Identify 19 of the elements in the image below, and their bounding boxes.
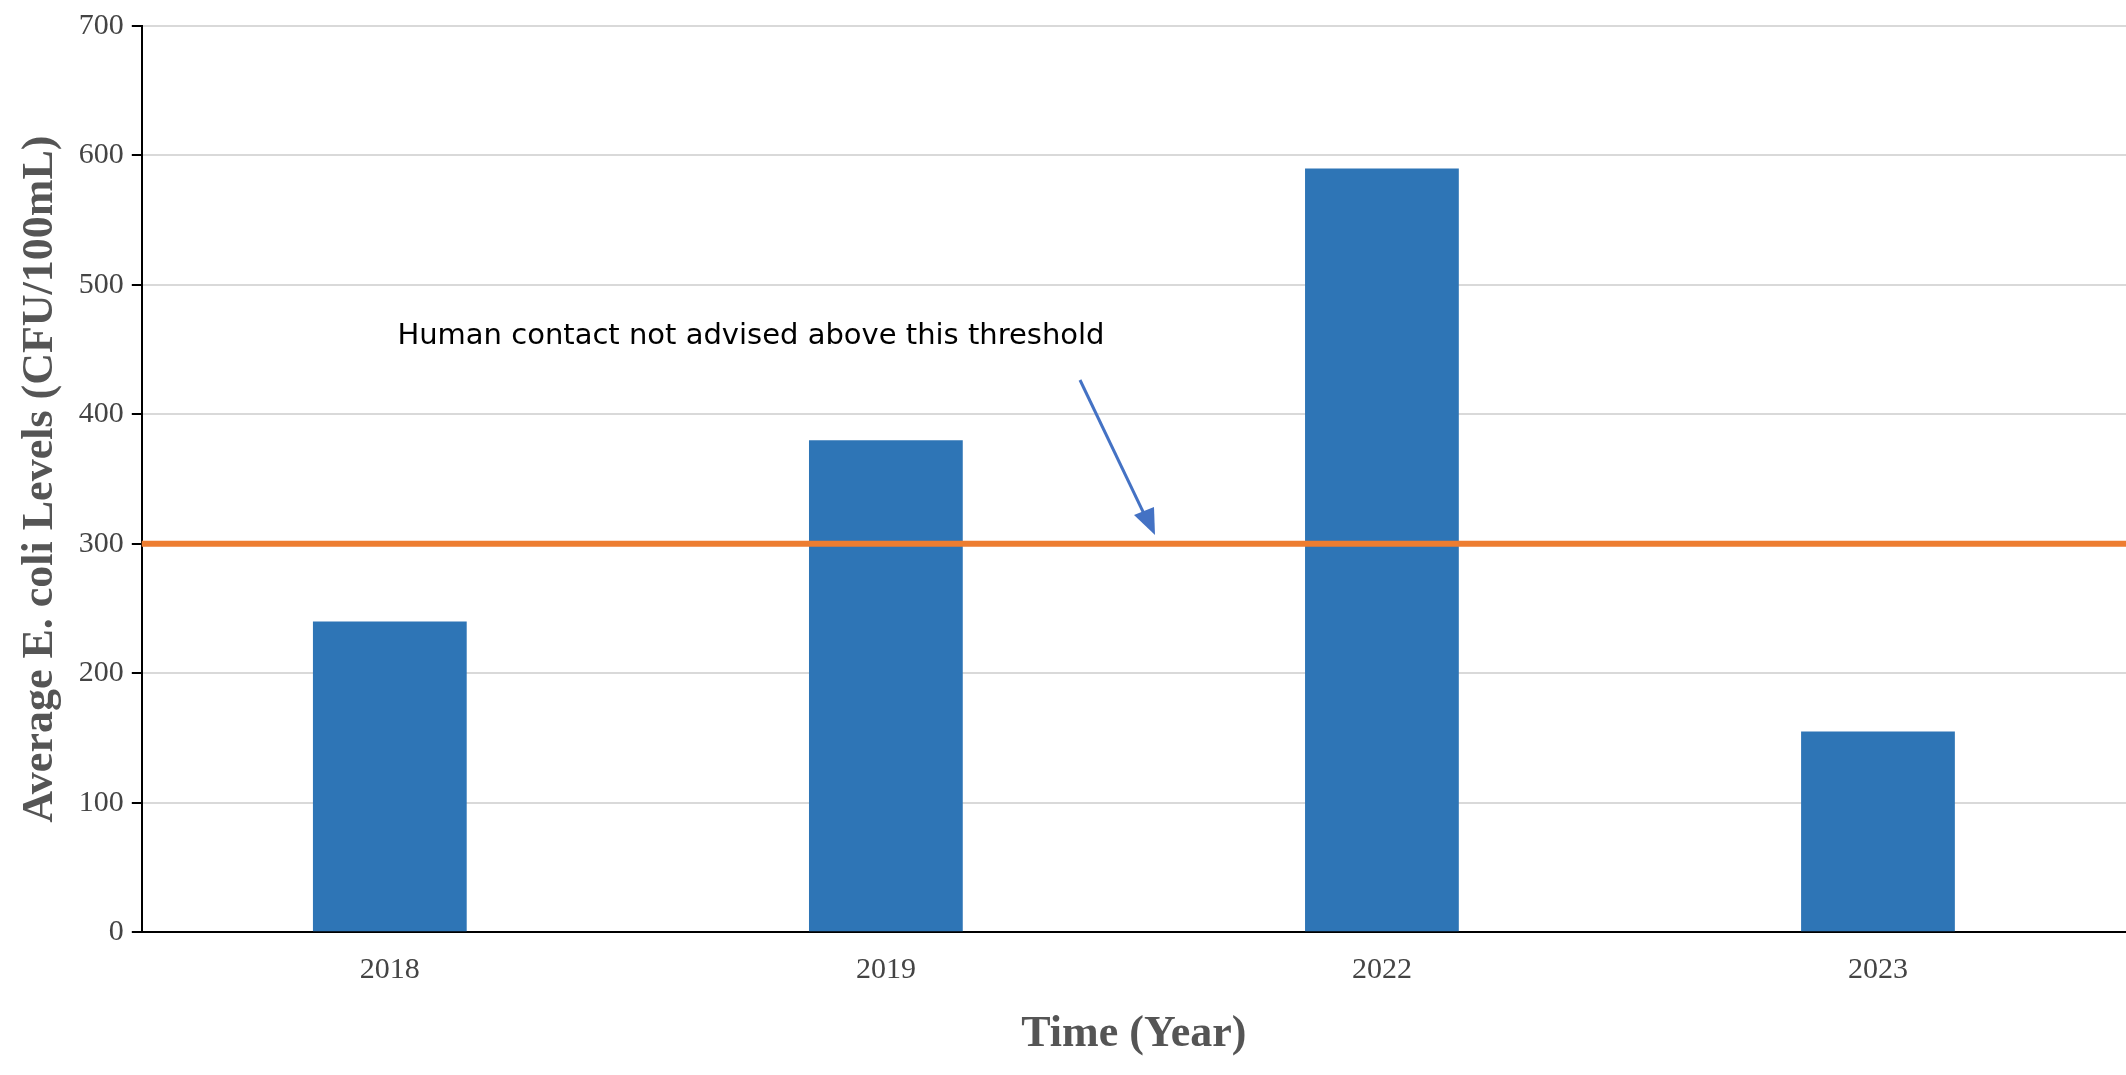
y-tick-label: 400 <box>78 395 124 429</box>
y-tick-label: 500 <box>78 265 124 299</box>
y-tick-label: 100 <box>78 783 124 817</box>
x-tick-label: 2023 <box>1847 951 1908 985</box>
x-axis-title: Time (Year) <box>1021 1006 1247 1056</box>
y-axis-title: Average E. coli Levels (CFU/100mL) <box>12 135 62 823</box>
y-tick-label: 300 <box>78 524 124 558</box>
bar <box>1305 168 1459 932</box>
y-tick-label: 200 <box>78 654 124 688</box>
bar <box>1801 731 1955 932</box>
bar <box>808 440 963 932</box>
y-tick-label: 0 <box>108 913 124 947</box>
x-tick-label: 2019 <box>855 951 916 985</box>
x-tick-label: 2022 <box>1351 951 1412 985</box>
annotation: Human contact not advised above this threshold <box>397 316 1105 351</box>
x-tick-label: 2018 <box>359 951 420 985</box>
bar <box>312 621 467 932</box>
y-tick-label: 600 <box>78 136 124 170</box>
y-tick-label: 700 <box>78 6 124 40</box>
